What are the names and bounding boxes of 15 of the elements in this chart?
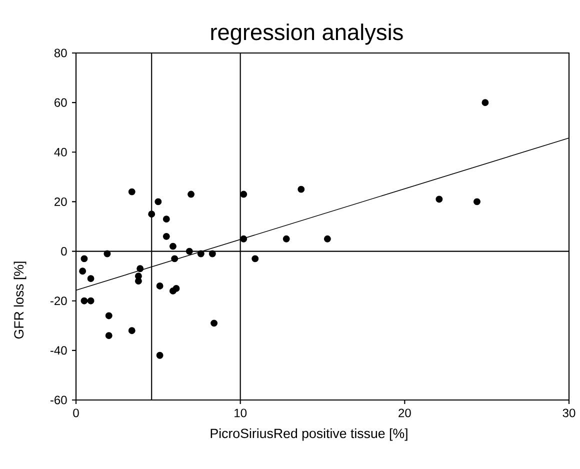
x-tick-label: 20 xyxy=(398,408,411,418)
x-tick-label: 10 xyxy=(234,408,247,418)
chart-title: regression analysis xyxy=(211,24,403,45)
x-tick-label: 0 xyxy=(73,408,79,418)
y-tick-label: 60 xyxy=(54,98,67,107)
x-tick-label: 30 xyxy=(562,408,576,418)
y-tick-label: 40 xyxy=(54,148,67,156)
y-axis-title: GFR loss [%] xyxy=(14,262,26,339)
y-tick-label: -20 xyxy=(50,296,67,306)
y-tick-label: 80 xyxy=(54,48,67,58)
y-tick-label: 0 xyxy=(61,247,67,256)
y-tick-label: -40 xyxy=(50,346,67,355)
y-tick-label: 20 xyxy=(54,197,67,206)
x-axis-title: PicroSiriusRed positive tissue [%] xyxy=(210,428,408,441)
y-tick-label: -60 xyxy=(50,396,67,404)
